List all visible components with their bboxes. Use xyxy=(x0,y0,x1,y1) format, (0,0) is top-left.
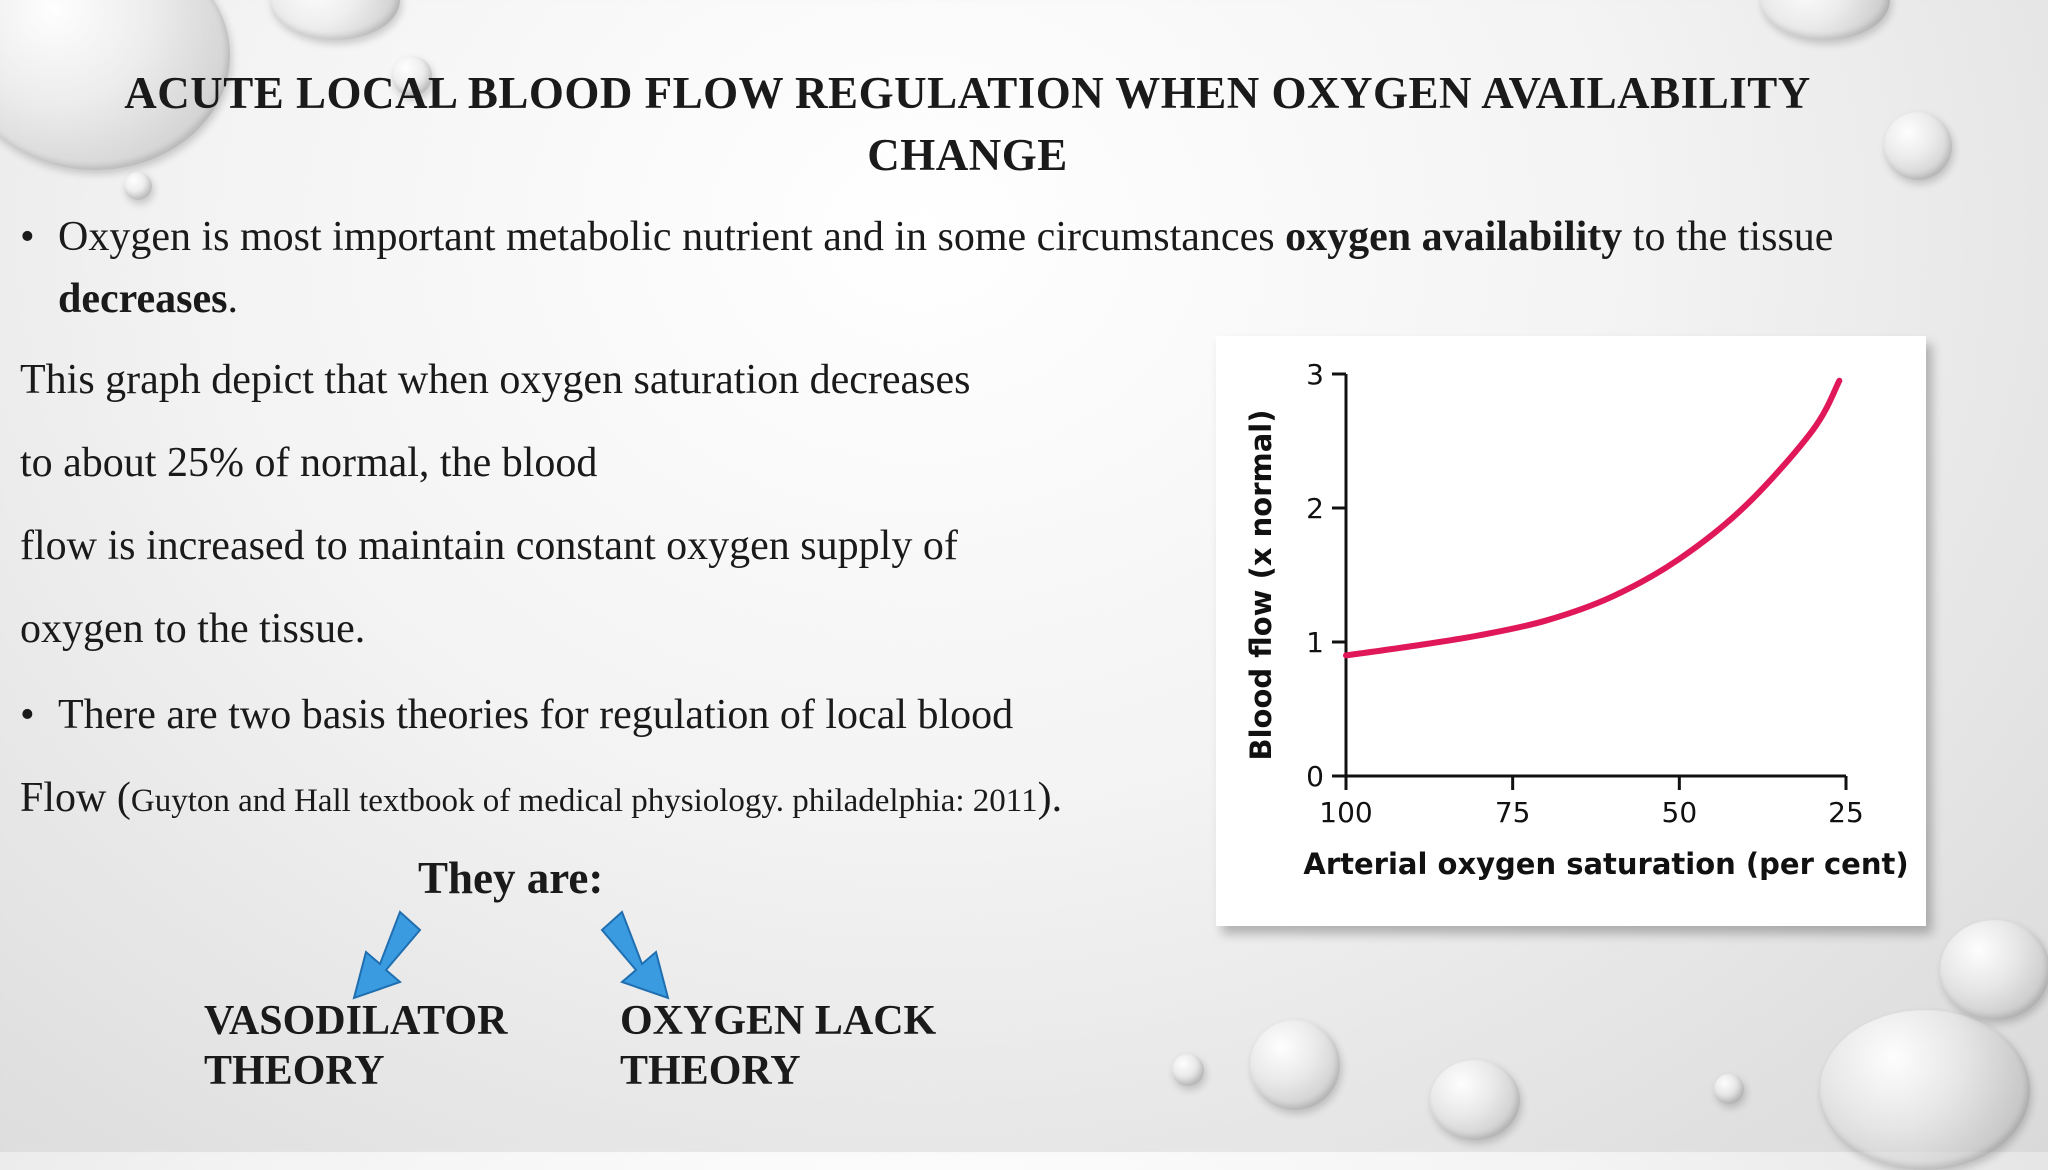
x-tick-label: 25 xyxy=(1828,796,1864,829)
slide-title: ACUTE LOCAL BLOOD FLOW REGULATION WHEN O… xyxy=(124,68,1811,180)
theory-line: VASODILATOR xyxy=(204,998,508,1044)
water-drop-decoration xyxy=(392,56,432,96)
graph-description-line: to about 25% of normal, the blood xyxy=(20,440,598,486)
water-drop-decoration xyxy=(270,0,400,40)
vasodilator-theory-label: VASODILATOR THEORY xyxy=(204,996,507,1096)
bullet2-line2: Flow (Guyton and Hall textbook of medica… xyxy=(20,768,1062,831)
chart-panel: 100 75 50 25 0 1 2 3 Arterial oxygen saturation … xyxy=(1216,336,1926,926)
water-drop-decoration xyxy=(1940,920,2048,1020)
theory-line: OXYGEN LACK xyxy=(620,998,937,1044)
water-drop-decoration xyxy=(1884,112,1952,180)
theory-line: THEORY xyxy=(620,1048,801,1094)
bullet1-text-pre: Oxygen is most important metabolic nutri… xyxy=(58,214,1286,260)
water-drop-decoration xyxy=(1250,1020,1340,1110)
x-tick-label: 100 xyxy=(1319,796,1372,829)
water-drop-decoration xyxy=(1820,1010,2030,1170)
bullet1-bold-decreases: decreases xyxy=(58,276,228,322)
y-tick-label: 1 xyxy=(1306,626,1324,659)
bullet2-flow-text: Flow ( xyxy=(20,775,131,821)
x-axis-label: Arterial oxygen saturation (per cent) xyxy=(1303,847,1908,881)
bullet-icon: • xyxy=(20,214,35,260)
y-tick-label: 3 xyxy=(1306,358,1324,391)
arrow-down-right-icon xyxy=(600,910,670,1000)
bullet1-text-mid: to the tissue xyxy=(1622,214,1834,260)
y-tick-label: 0 xyxy=(1306,760,1324,793)
graph-description-line: This graph depict that when oxygen satur… xyxy=(20,357,971,403)
blood-flow-chart: 100 75 50 25 0 1 2 3 Arterial oxygen saturation … xyxy=(1244,358,1909,881)
theory-line: THEORY xyxy=(204,1048,385,1094)
oxygen-lack-theory-label: OXYGEN LACK THEORY xyxy=(620,996,936,1096)
water-drop-decoration xyxy=(1430,1060,1520,1140)
bullet2-text: There are two basis theories for regulat… xyxy=(58,692,1014,738)
arrow-down-left-icon xyxy=(352,910,422,1000)
y-tick-label: 2 xyxy=(1306,492,1324,525)
y-axis-label: Blood flow (x normal) xyxy=(1244,410,1278,761)
water-drop-decoration xyxy=(124,172,152,200)
graph-description-line: oxygen to the tissue. xyxy=(20,606,366,652)
blood-flow-curve xyxy=(1343,377,1843,659)
x-tick-label: 75 xyxy=(1495,796,1531,829)
water-drop-decoration xyxy=(1714,1074,1744,1104)
water-drop-decoration xyxy=(1760,0,1890,40)
bullet2-close: ). xyxy=(1037,775,1063,821)
citation: Guyton and Hall textbook of medical phys… xyxy=(130,783,1038,819)
water-drop-decoration xyxy=(1172,1054,1204,1086)
bullet1-bold-availability: oxygen availability xyxy=(1285,214,1623,260)
bullet-icon: • xyxy=(20,692,35,738)
x-tick-label: 50 xyxy=(1662,796,1698,829)
bullet-oxygen: • Oxygen is most important metabolic nut… xyxy=(20,206,1888,330)
graph-description-line: flow is increased to maintain constant o… xyxy=(20,523,958,569)
they-are-label: They are: xyxy=(418,853,604,903)
bullet1-text-post: . xyxy=(227,276,239,322)
bullet-theories: • There are two basis theories for regul… xyxy=(20,684,1014,746)
